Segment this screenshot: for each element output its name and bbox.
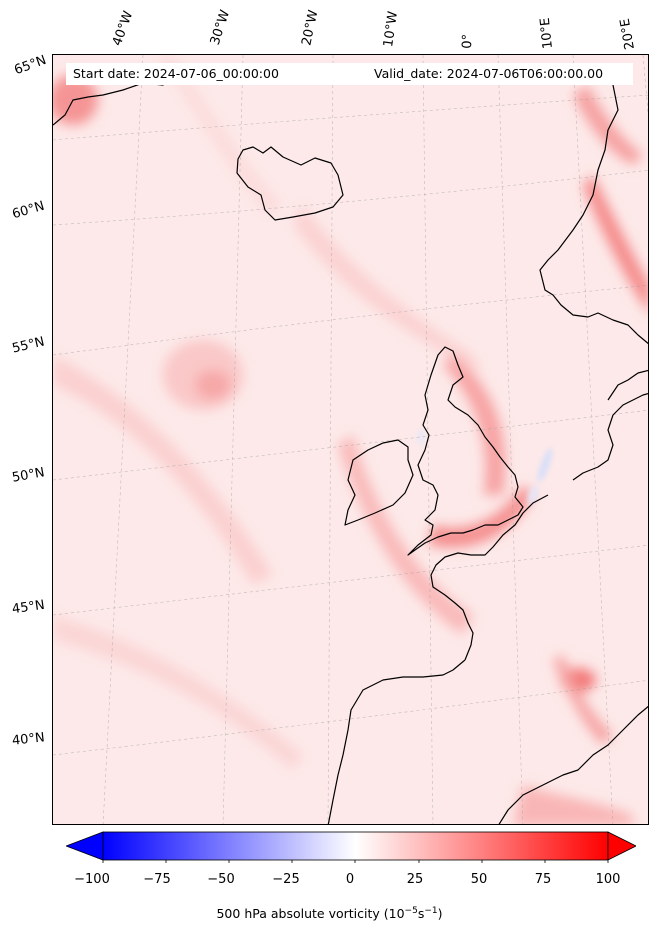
colorbar [66, 831, 636, 863]
colorbar-min-extend [66, 831, 104, 861]
lon-label-20w: 20°W [299, 8, 322, 47]
lat-label-40n: 40°N [11, 730, 46, 749]
start-date-label: Start date: 2024-07-06_00:00:00 [73, 66, 279, 81]
lon-label-30w: 30°W [207, 8, 234, 47]
colorbar-tick-label: 75 [534, 872, 552, 887]
colorbar-tick-label: −50 [207, 872, 235, 887]
lat-label-45n: 45°N [11, 597, 46, 618]
colorbar-tick-label: −100 [74, 872, 110, 887]
negative-vorticity-patches [418, 429, 553, 505]
vorticity-field [53, 55, 648, 824]
colorbar-label-mid: s [417, 906, 425, 922]
colorbar-tick-label: 25 [406, 872, 424, 887]
colorbar-label-end: ) [437, 906, 443, 922]
valid-date-label: Valid_date: 2024-07-06T06:00:00.00 [374, 66, 604, 81]
map-panel [52, 54, 649, 825]
colorbar-tick-label: 50 [470, 872, 488, 887]
lon-label-10w: 10°W [381, 10, 401, 48]
colorbar-max-extend [607, 831, 636, 861]
lon-label-0: 0° [460, 33, 476, 49]
colorbar-tick-label: 100 [595, 872, 621, 887]
colorbar-label-exp1: −5 [404, 906, 418, 916]
date-info-box [66, 63, 633, 85]
vorticity-shading [53, 55, 648, 824]
lon-label-40w: 40°W [109, 9, 137, 48]
colorbar-label-exp2: −1 [424, 906, 438, 916]
colorbar-tick-label: −75 [143, 872, 171, 887]
lat-label-55n: 55°N [10, 334, 47, 357]
colorbar-gradient [102, 831, 609, 861]
graticule [53, 55, 648, 824]
coastlines [53, 76, 648, 824]
colorbar-ticks [102, 860, 609, 863]
lat-label-50n: 50°N [10, 465, 46, 486]
colorbar-label-main: 500 hPa absolute vorticity (10 [216, 906, 405, 922]
lat-label-65n: 65°N [12, 52, 49, 79]
colorbar-tick-label: 0 [345, 872, 355, 887]
lon-label-20e: 20°E [617, 17, 638, 51]
colorbar-tick-label: −25 [272, 872, 300, 887]
lat-label-60n: 60°N [10, 198, 47, 223]
lon-label-10e: 10°E [537, 16, 556, 50]
colorbar-label: 500 hPa absolute vorticity (10−5s−1) [0, 906, 659, 921]
